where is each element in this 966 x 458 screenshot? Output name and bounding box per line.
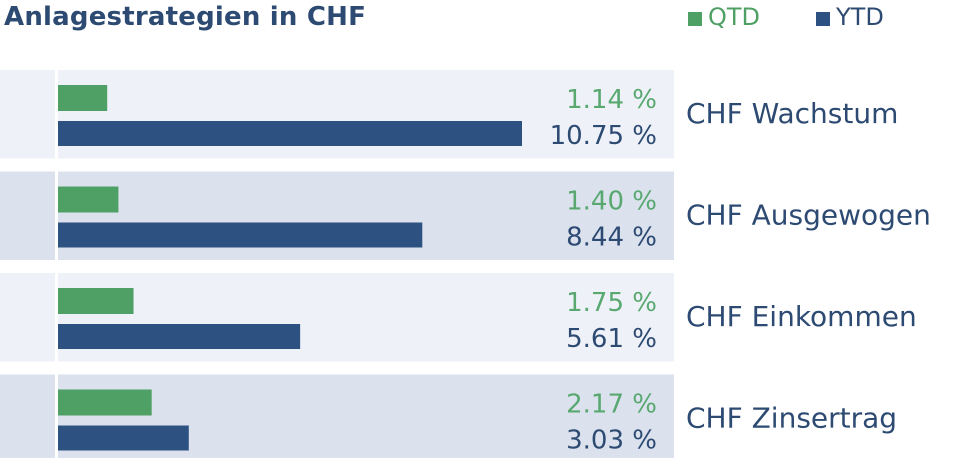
legend-item-ytd: YTD [816,3,884,31]
data-label-ytd: 5.61 % [566,324,657,354]
data-label-ytd: 8.44 % [566,223,657,253]
data-label-qtd: 2.17 % [566,390,657,420]
chart-title: Anlagestrategien in CHF [4,2,367,32]
category-label: CHF Wachstum [686,97,898,130]
legend-label-ytd: YTD [836,3,884,31]
category-label: CHF Einkommen [686,300,917,333]
data-label-ytd: 3.03 % [566,426,657,456]
bar-qtd [58,186,119,213]
axis-line [55,374,58,458]
bar-qtd [58,389,152,416]
legend-label-qtd: QTD [708,3,761,31]
axis-line [55,273,58,362]
bar-qtd [58,288,134,314]
bar-qtd [58,85,108,111]
data-label-qtd: 1.40 % [566,187,657,217]
legend-swatch-ytd [816,12,830,26]
axis-line [55,171,58,260]
data-label-ytd: 10.75 % [550,121,657,151]
legend-item-qtd: QTD [688,3,760,31]
category-label: CHF Ausgewogen [686,199,931,232]
bar-ytd [58,222,423,248]
bar-ytd [58,121,522,146]
bar-ytd [58,425,189,451]
data-label-qtd: 1.75 % [566,288,657,318]
bar-ytd [58,324,301,349]
category-label: CHF Zinsertrag [686,402,897,435]
axis-line [55,70,58,159]
legend-swatch-qtd [688,12,702,26]
data-label-qtd: 1.14 % [566,85,657,115]
